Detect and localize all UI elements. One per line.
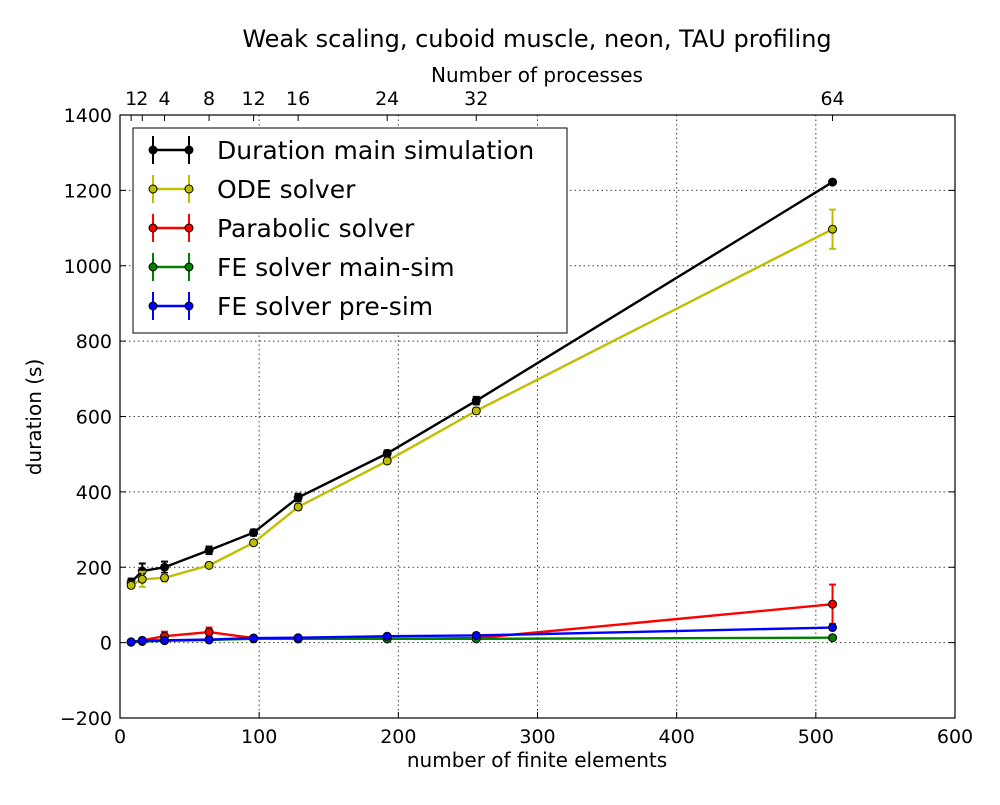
legend: Duration main simulation ODE solver Parabo… [132,127,568,334]
y-tick-label: −200 [60,708,112,730]
top-axis-label: Number of processes [431,63,643,87]
legend-label: Parabolic solver [217,214,415,243]
data-point [160,573,170,583]
y-tick-label: 400 [76,482,112,504]
data-point [828,224,838,234]
top-tick-label: 24 [375,88,399,110]
x-tick-label: 300 [519,726,555,748]
legend-marker [184,301,194,311]
data-point [471,406,481,416]
data-point [382,448,392,458]
series-layer [126,177,838,647]
y-tick-label: 1400 [64,105,112,127]
data-point [382,631,392,641]
legend-marker [184,184,194,194]
y-tick-label: 600 [76,407,112,429]
legend-marker [184,223,194,233]
data-point [293,502,303,512]
x-tick-label: 200 [380,726,416,748]
data-point [249,528,259,538]
y-tick-label: 800 [76,331,112,353]
y-tick-label: 1200 [64,180,112,202]
data-point [382,456,392,466]
legend-marker [148,301,158,311]
legend-marker [148,223,158,233]
data-point [293,493,303,503]
y-tick-label: 200 [76,557,112,579]
top-tick-label: 64 [820,88,844,110]
legend-marker [148,145,158,155]
top-tick-label: 1 [125,88,137,110]
data-point [137,574,147,584]
legend-box [132,127,568,334]
data-point [204,560,214,570]
legend-marker [184,145,194,155]
y-tick-label: 1000 [64,256,112,278]
legend-label: Duration main simulation [217,136,534,165]
top-tick-label: 2 [136,88,148,110]
data-point [160,635,170,645]
x-tick-label: 0 [114,726,126,748]
top-tick-label: 12 [242,88,266,110]
chart-title: Weak scaling, cuboid muscle, neon, TAU p… [242,25,831,53]
data-point [126,580,136,590]
legend-marker [148,262,158,272]
data-point [249,633,259,643]
data-point [828,623,838,633]
x-tick-label: 500 [798,726,834,748]
top-tick-label: 4 [158,88,170,110]
legend-label: ODE solver [217,175,356,204]
data-point [828,633,838,643]
legend-marker [184,262,194,272]
data-point [828,599,838,609]
x-axis-label: number of finite elements [407,748,667,772]
tick-layer: 0 100 200 300 400 500 600−20002004006008001000… [60,88,973,748]
series-0 [126,177,838,588]
y-tick-label: 0 [100,633,112,655]
top-tick-label: 8 [203,88,215,110]
data-point [204,545,214,555]
x-tick-label: 400 [659,726,695,748]
legend-marker [148,184,158,194]
top-tick-label: 32 [464,88,488,110]
data-point [126,637,136,647]
data-point [204,627,214,637]
series-4 [126,623,838,647]
top-tick-label: 16 [286,88,310,110]
data-point [137,636,147,646]
x-tick-label: 600 [937,726,973,748]
data-point [293,633,303,643]
data-point [160,562,170,572]
data-point [471,396,481,406]
data-point [471,630,481,640]
data-point [828,177,838,187]
y-axis-label: duration (s) [22,359,46,476]
legend-label: FE solver pre-sim [217,292,433,321]
series-1 [126,208,838,590]
x-tick-label: 100 [241,726,277,748]
data-point [204,635,214,645]
data-point [249,538,259,548]
legend-label: FE solver main-sim [217,253,455,282]
series-2 [126,583,838,647]
